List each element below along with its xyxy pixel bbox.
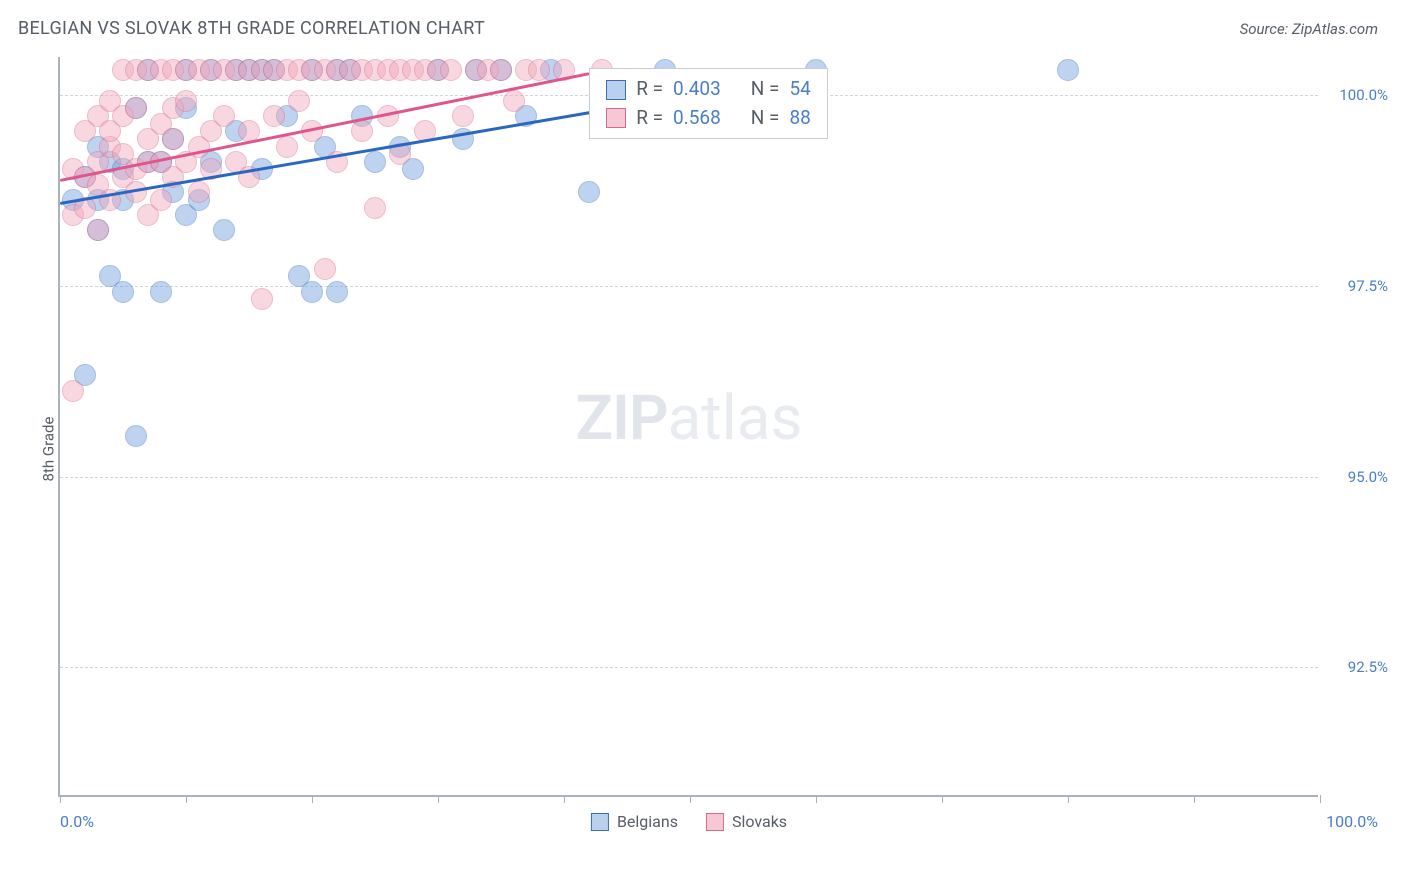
- data-point: [125, 425, 147, 447]
- x-tick: [1068, 795, 1069, 803]
- data-point: [62, 380, 84, 402]
- chart-container: 8th Grade ZIPatlas 0.0% 100.0% BelgiansS…: [18, 49, 1398, 849]
- legend-label: Belgians: [617, 812, 678, 831]
- x-min-label: 0.0%: [60, 812, 94, 831]
- data-point: [150, 189, 172, 211]
- data-point: [351, 120, 373, 142]
- stats-swatch: [606, 80, 626, 100]
- data-point: [112, 281, 134, 303]
- plot-area: ZIPatlas 0.0% 100.0% BelgiansSlovaks 100…: [58, 57, 1318, 797]
- legend: Belgians Slovaks: [591, 812, 787, 831]
- gridline: [60, 477, 1318, 478]
- x-tick: [1194, 795, 1195, 803]
- x-tick: [690, 795, 691, 803]
- legend-item: Belgians: [591, 812, 678, 831]
- data-point: [1057, 59, 1079, 81]
- source-label: Source: ZipAtlas.com: [1240, 20, 1378, 38]
- watermark-zip: ZIP: [576, 382, 668, 455]
- data-point: [578, 181, 600, 203]
- x-tick: [816, 795, 817, 803]
- data-point: [150, 281, 172, 303]
- stats-n-value: 54: [789, 75, 810, 104]
- x-tick: [312, 795, 313, 803]
- stats-r-label: R =: [636, 104, 663, 133]
- gridline: [60, 286, 1318, 287]
- y-tick-label: 95.0%: [1328, 468, 1388, 486]
- stats-r-label: R =: [636, 75, 663, 104]
- data-point: [162, 128, 184, 150]
- chart-title: BELGIAN VS SLOVAK 8TH GRADE CORRELATION …: [18, 18, 485, 39]
- x-tick: [942, 795, 943, 803]
- stats-swatch: [606, 108, 626, 128]
- data-point: [263, 105, 285, 127]
- x-tick: [564, 795, 565, 803]
- data-point: [364, 197, 386, 219]
- legend-swatch: [591, 813, 609, 831]
- stats-r-value: 0.403: [673, 75, 721, 104]
- data-point: [452, 105, 474, 127]
- data-point: [251, 288, 273, 310]
- data-point: [326, 281, 348, 303]
- x-max-label: 100.0%: [1326, 812, 1378, 831]
- legend-label: Slovaks: [732, 812, 787, 831]
- data-point: [503, 90, 525, 112]
- data-point: [125, 97, 147, 119]
- data-point: [528, 59, 550, 81]
- data-point: [175, 90, 197, 112]
- y-tick-label: 100.0%: [1328, 86, 1388, 104]
- stats-row: R = 0.568 N = 88: [606, 104, 811, 133]
- stats-n-value: 88: [789, 104, 810, 133]
- legend-swatch: [706, 813, 724, 831]
- data-point: [213, 219, 235, 241]
- data-point: [364, 151, 386, 173]
- watermark: ZIPatlas: [576, 382, 803, 455]
- data-point: [440, 59, 462, 81]
- stats-n-label: N =: [751, 75, 780, 104]
- x-tick: [438, 795, 439, 803]
- x-tick: [186, 795, 187, 803]
- data-point: [213, 105, 235, 127]
- data-point: [490, 59, 512, 81]
- data-point: [314, 258, 336, 280]
- x-tick: [1320, 795, 1321, 803]
- stats-r-value: 0.568: [673, 104, 721, 133]
- data-point: [288, 90, 310, 112]
- data-point: [301, 281, 323, 303]
- legend-item: Slovaks: [706, 812, 787, 831]
- y-tick-label: 92.5%: [1328, 658, 1388, 676]
- x-tick: [60, 795, 61, 803]
- watermark-atlas: atlas: [668, 382, 803, 455]
- data-point: [276, 136, 298, 158]
- stats-box: R = 0.403 N = 54 R = 0.568 N = 88: [589, 68, 828, 139]
- stats-n-label: N =: [751, 104, 780, 133]
- stats-row: R = 0.403 N = 54: [606, 75, 811, 104]
- data-point: [87, 219, 109, 241]
- gridline: [60, 667, 1318, 668]
- y-tick-label: 97.5%: [1328, 277, 1388, 295]
- y-axis-label: 8th Grade: [39, 417, 57, 482]
- data-point: [188, 181, 210, 203]
